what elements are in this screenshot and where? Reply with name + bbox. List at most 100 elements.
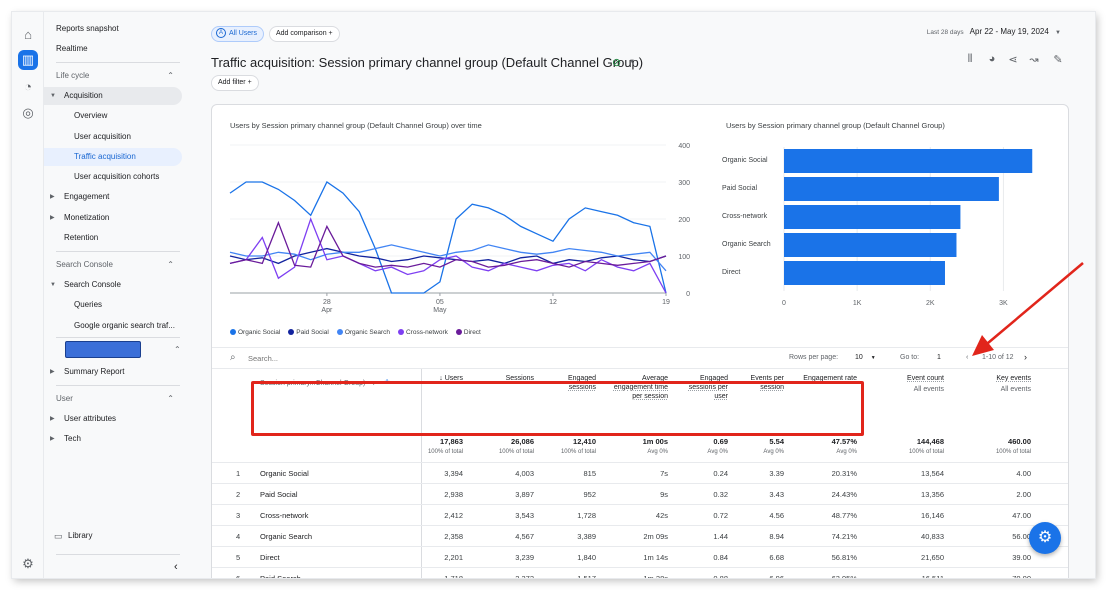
- chevron-up-icon[interactable]: ⌃: [174, 345, 181, 354]
- legend-item[interactable]: Organic Search: [336, 329, 390, 336]
- date-range-picker[interactable]: Last 28 days Apr 22 - May 19, 2024 ▼: [927, 27, 1061, 36]
- series-line-organic-social[interactable]: [229, 181, 667, 294]
- nav-tech[interactable]: ▶ Tech: [44, 430, 182, 448]
- legend-item[interactable]: Paid Social: [288, 329, 329, 336]
- nav-monetization[interactable]: ▶ Monetization: [44, 209, 182, 227]
- add-filter-button[interactable]: Add filter +: [211, 75, 259, 91]
- collapse-chevron-left-icon[interactable]: ‹: [174, 561, 178, 573]
- bar-organic-social[interactable]: [784, 149, 1033, 173]
- nav-section-search-console[interactable]: Search Console ⌃: [44, 256, 182, 274]
- row-index: 3: [236, 511, 241, 520]
- category-label: Organic Social: [722, 157, 768, 164]
- table-row[interactable]: 3 Cross-network 2,412 3,543 1,728 42s 0.72 4.56…: [212, 504, 1068, 525]
- x-tick-label: 19: [662, 299, 670, 306]
- bar-direct[interactable]: [784, 261, 945, 285]
- settings-gear-icon[interactable]: ⚙: [22, 556, 34, 571]
- legend-label: Direct: [463, 329, 481, 336]
- table-row[interactable]: 5 Direct 2,201 3,239 1,840 1m 14s 0.84 6.68 56.8…: [212, 546, 1068, 567]
- row-cell: 4.56: [769, 511, 784, 520]
- check-circle-icon[interactable]: ⊘: [612, 57, 622, 69]
- row-cell: 815: [583, 469, 596, 478]
- bar-cross-network[interactable]: [784, 205, 961, 229]
- series-line-direct[interactable]: [229, 220, 667, 268]
- nav-divider: [56, 337, 180, 338]
- column-header[interactable]: Average engagement time per session: [613, 375, 668, 400]
- column-header-event-select[interactable]: All events: [913, 386, 944, 393]
- total-value: 144,468: [916, 437, 944, 446]
- nav-user-acquisition[interactable]: User acquisition: [74, 132, 131, 141]
- prev-page-chevron-icon[interactable]: ‹: [966, 354, 969, 361]
- bar-paid-social[interactable]: [784, 177, 999, 201]
- legend-item[interactable]: Cross-network: [397, 329, 448, 336]
- column-header[interactable]: Engaged sessions: [567, 375, 596, 391]
- insights-fab-button[interactable]: ⚙: [1029, 522, 1061, 554]
- table-row[interactable]: 4 Organic Search 2,358 4,567 3,389 2m 09s 1.44…: [212, 525, 1068, 546]
- series-line-paid-social[interactable]: [229, 247, 667, 265]
- legend-item[interactable]: Organic Social: [230, 329, 280, 336]
- goto-page-input[interactable]: 1: [937, 354, 941, 361]
- column-header[interactable]: Key events: [996, 375, 1031, 382]
- nav-library[interactable]: ▭ Library: [44, 527, 182, 545]
- total-subtext: 100% of total: [995, 449, 1031, 455]
- bar-organic-search[interactable]: [784, 233, 957, 257]
- nav-user-acquisition-cohorts[interactable]: User acquisition cohorts: [74, 172, 160, 181]
- nav-engagement[interactable]: ▶ Engagement: [44, 188, 182, 206]
- trend-icon[interactable]: ↝: [1029, 54, 1039, 66]
- table-search-input[interactable]: [248, 354, 388, 363]
- nav-user-attributes[interactable]: ▶ User attributes: [44, 410, 182, 428]
- nav-section-user[interactable]: User ⌃: [44, 390, 182, 408]
- nav-google-organic-search-traffic[interactable]: Google organic search traf...: [74, 321, 175, 330]
- column-header[interactable]: Engagement rate: [803, 375, 857, 382]
- nav-traffic-acquisition[interactable]: Traffic acquisition: [44, 148, 182, 166]
- column-header[interactable]: Sessions: [505, 375, 534, 382]
- y-tick-label: 100: [678, 254, 690, 261]
- nav-section-life-cycle[interactable]: Life cycle ⌃: [44, 67, 182, 85]
- add-comparison-label: Add comparison: [276, 30, 327, 37]
- table-row[interactable]: 6 Paid Search 1,718 2,372 1,517 1m 28s 0.88 6.9…: [212, 567, 1068, 578]
- table-row[interactable]: 1 Organic Social 3,394 4,003 815 7s 0.24 3.39 20…: [212, 462, 1068, 483]
- nav-acquisition[interactable]: ▼ Acquisition: [44, 87, 182, 105]
- column-header[interactable]: Event count: [907, 375, 944, 382]
- nav-section-label: Life cycle: [56, 71, 90, 80]
- series-line-organic-search[interactable]: [229, 244, 667, 272]
- total-subtext: Avg 0%: [836, 449, 857, 455]
- row-cell: 16,511: [874, 574, 944, 578]
- analytics-window: ⌂ ▥ ◔ ◎ ⚙ Reports snapshot Realtime Life…: [12, 12, 1095, 578]
- nav-engagement-label: Engagement: [64, 192, 110, 201]
- compare-columns-icon[interactable]: ⫴: [967, 53, 973, 65]
- column-header-event-select[interactable]: All events: [1000, 386, 1031, 393]
- column-header[interactable]: ↓ Users: [439, 375, 463, 382]
- explore-icon[interactable]: ◔: [24, 78, 32, 94]
- nav-realtime[interactable]: Realtime: [56, 44, 88, 53]
- edit-pencil-icon[interactable]: ✎: [1053, 54, 1063, 66]
- add-comparison-button[interactable]: Add comparison +: [269, 26, 340, 42]
- nav-reports-snapshot[interactable]: Reports snapshot: [56, 24, 119, 33]
- legend-item[interactable]: Direct: [455, 329, 481, 336]
- segment-chip-all-users[interactable]: A All Users: [211, 26, 265, 42]
- series-line-cross-network[interactable]: [229, 217, 667, 294]
- page-range: 1-10 of 12: [982, 354, 1014, 361]
- share-icon[interactable]: ⋖: [1008, 54, 1018, 66]
- table-row[interactable]: 2 Paid Social 2,938 3,897 952 9s 0.32 3.43 24.43…: [212, 483, 1068, 504]
- row-cell: 0.32: [713, 490, 728, 499]
- nav-overview[interactable]: Overview: [74, 111, 108, 120]
- column-header[interactable]: Events per session: [750, 375, 784, 391]
- rows-per-page-select[interactable]: 10 ▼: [855, 354, 876, 361]
- nav-queries[interactable]: Queries: [74, 300, 103, 309]
- row-index: 1: [236, 469, 241, 478]
- users-by-channel-bar-chart[interactable]: 0 1K 2K 3K Organic Social Paid Social Cross-ne…: [722, 139, 1052, 329]
- caret-down-icon[interactable]: ▼: [629, 59, 635, 65]
- advertising-icon[interactable]: ◎: [22, 105, 34, 120]
- home-icon[interactable]: ⌂: [24, 26, 32, 42]
- insights-icon[interactable]: ◕: [988, 53, 996, 65]
- nav-search-console[interactable]: ▼ Search Console: [44, 276, 182, 294]
- column-header[interactable]: Engaged sessions per user: [688, 375, 728, 400]
- row-index: 6: [236, 574, 240, 578]
- nav-summary-report[interactable]: ▶ Summary Report: [44, 363, 182, 381]
- reports-icon[interactable]: ▥: [18, 50, 38, 70]
- rows-per-page-value: 10: [855, 354, 863, 361]
- nav-retention[interactable]: Retention: [64, 233, 99, 242]
- icon-rail: ⌂ ▥ ◔ ◎ ⚙: [12, 12, 44, 578]
- next-page-chevron-icon[interactable]: ›: [1024, 352, 1027, 362]
